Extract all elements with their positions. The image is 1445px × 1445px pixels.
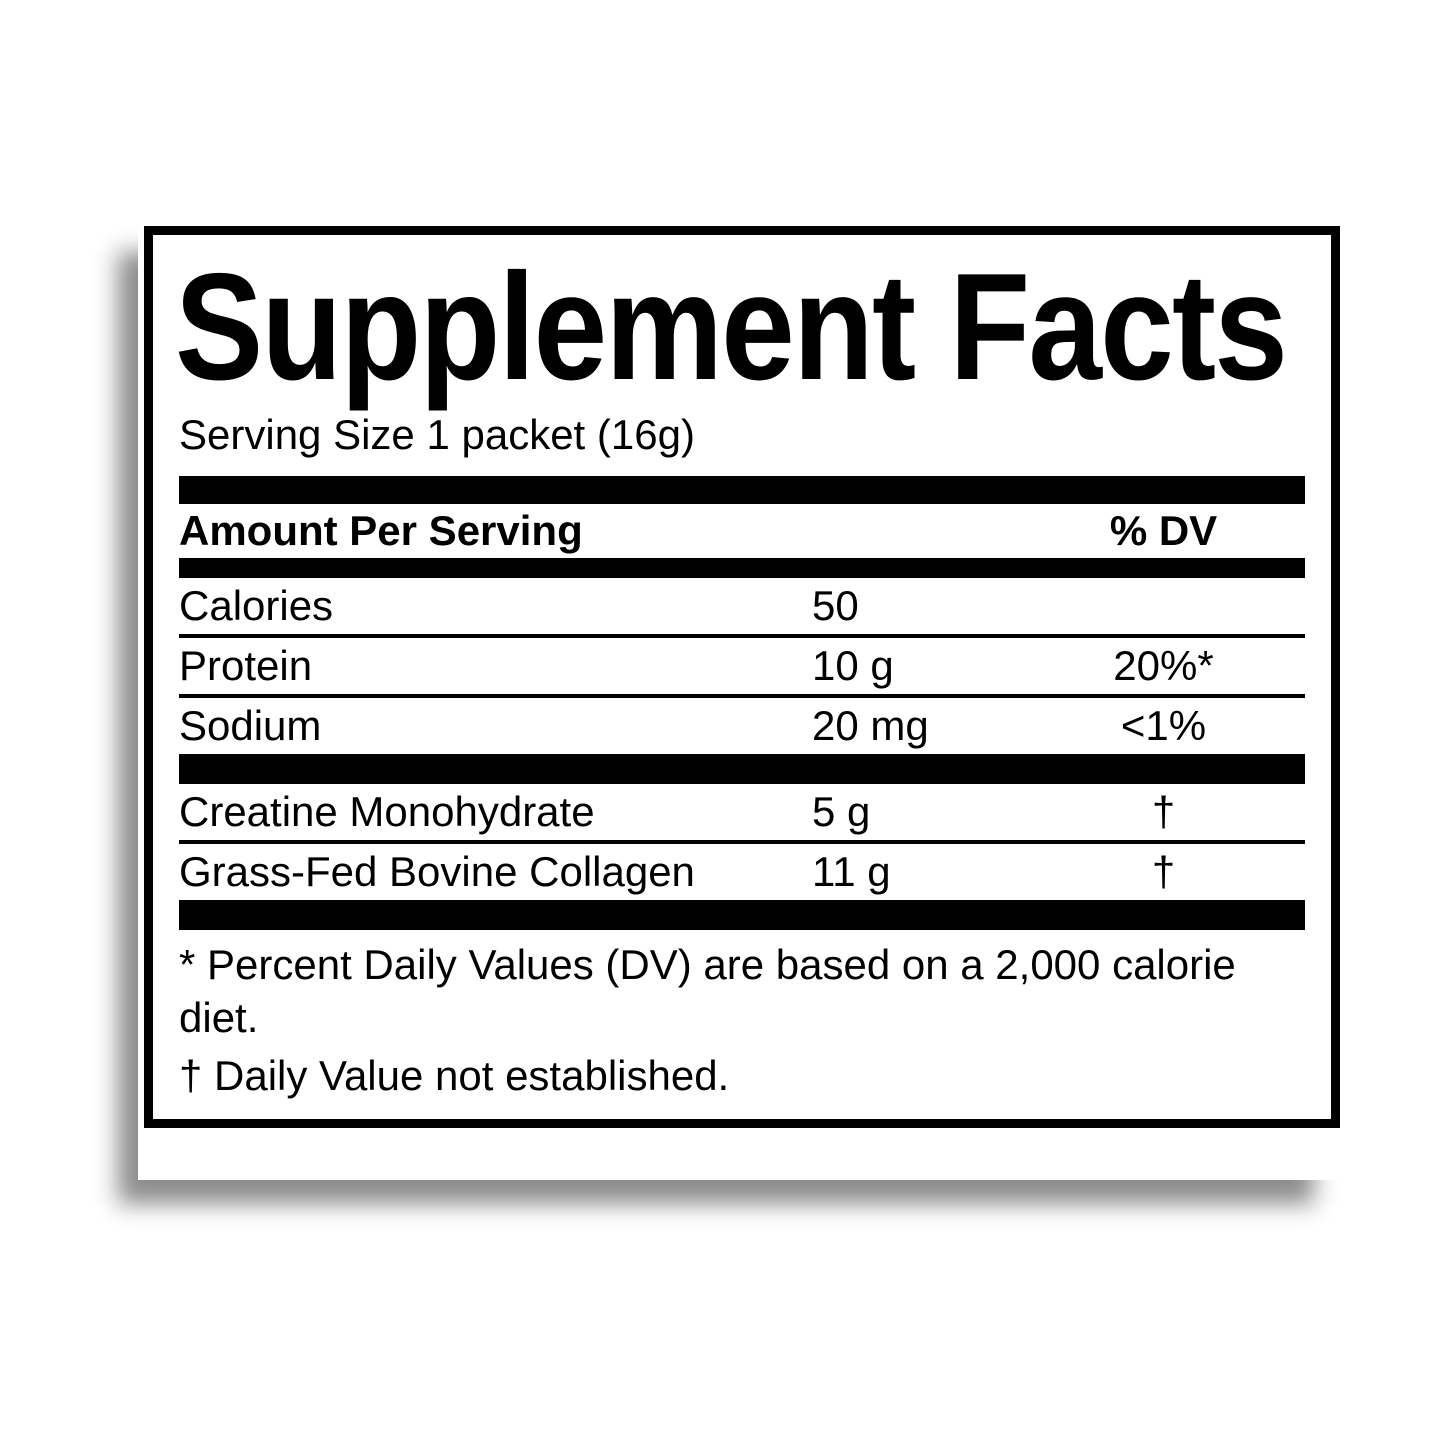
row-dv: † — [1151, 788, 1176, 836]
panel-title: Supplement Facts — [175, 242, 1288, 412]
nutrient-rows-section: Calories 50 Protein 10 g 20%* Sodium 20 … — [179, 578, 1305, 754]
serving-size: Serving Size 1 packet (16g) — [179, 410, 695, 458]
divider-bar-bottom — [179, 900, 1305, 930]
row-name: Grass-Fed Bovine Collagen — [179, 848, 695, 896]
row-name: Protein — [179, 642, 313, 690]
divider-bar-top — [179, 475, 1305, 504]
supplement-facts-panel: Supplement Facts Serving Size 1 packet (… — [144, 226, 1340, 1128]
footnotes-section: * Percent Daily Values (DV) are based on… — [179, 938, 1305, 1107]
row-dv: † — [1151, 848, 1176, 896]
row-name: Creatine Monohydrate — [179, 788, 595, 836]
table-row: Calories 50 — [179, 578, 1305, 634]
ingredient-rows-section: Creatine Monohydrate 5 g † Grass-Fed Bov… — [179, 784, 1305, 900]
row-amount: 10 g — [812, 642, 894, 690]
row-amount: 50 — [812, 582, 859, 630]
table-row: Sodium 20 mg <1% — [179, 694, 1305, 754]
divider-bar-middle — [179, 754, 1305, 785]
divider-bar-header — [179, 557, 1305, 579]
footnote-daily-values: * Percent Daily Values (DV) are based on… — [179, 941, 1236, 1041]
row-amount: 20 mg — [812, 702, 929, 750]
table-row: Creatine Monohydrate 5 g † — [179, 784, 1305, 840]
label-card: Supplement Facts Serving Size 1 packet (… — [138, 216, 1346, 1180]
row-amount: 11 g — [812, 848, 891, 896]
percent-dv-header: % DV — [1109, 506, 1218, 554]
amount-per-serving-header: Amount Per Serving — [179, 506, 583, 554]
table-row: Protein 10 g 20%* — [179, 634, 1305, 694]
row-dv: 20%* — [1113, 642, 1214, 690]
row-amount: 5 g — [812, 788, 871, 836]
row-name: Calories — [179, 582, 334, 630]
table-row: Grass-Fed Bovine Collagen 11 g † — [179, 840, 1305, 900]
table-header-row: Amount Per Serving % DV — [179, 504, 1305, 558]
footnote-dv-not-established: † Daily Value not established. — [179, 1052, 730, 1099]
row-dv: <1% — [1120, 702, 1207, 750]
row-name: Sodium — [179, 702, 322, 750]
